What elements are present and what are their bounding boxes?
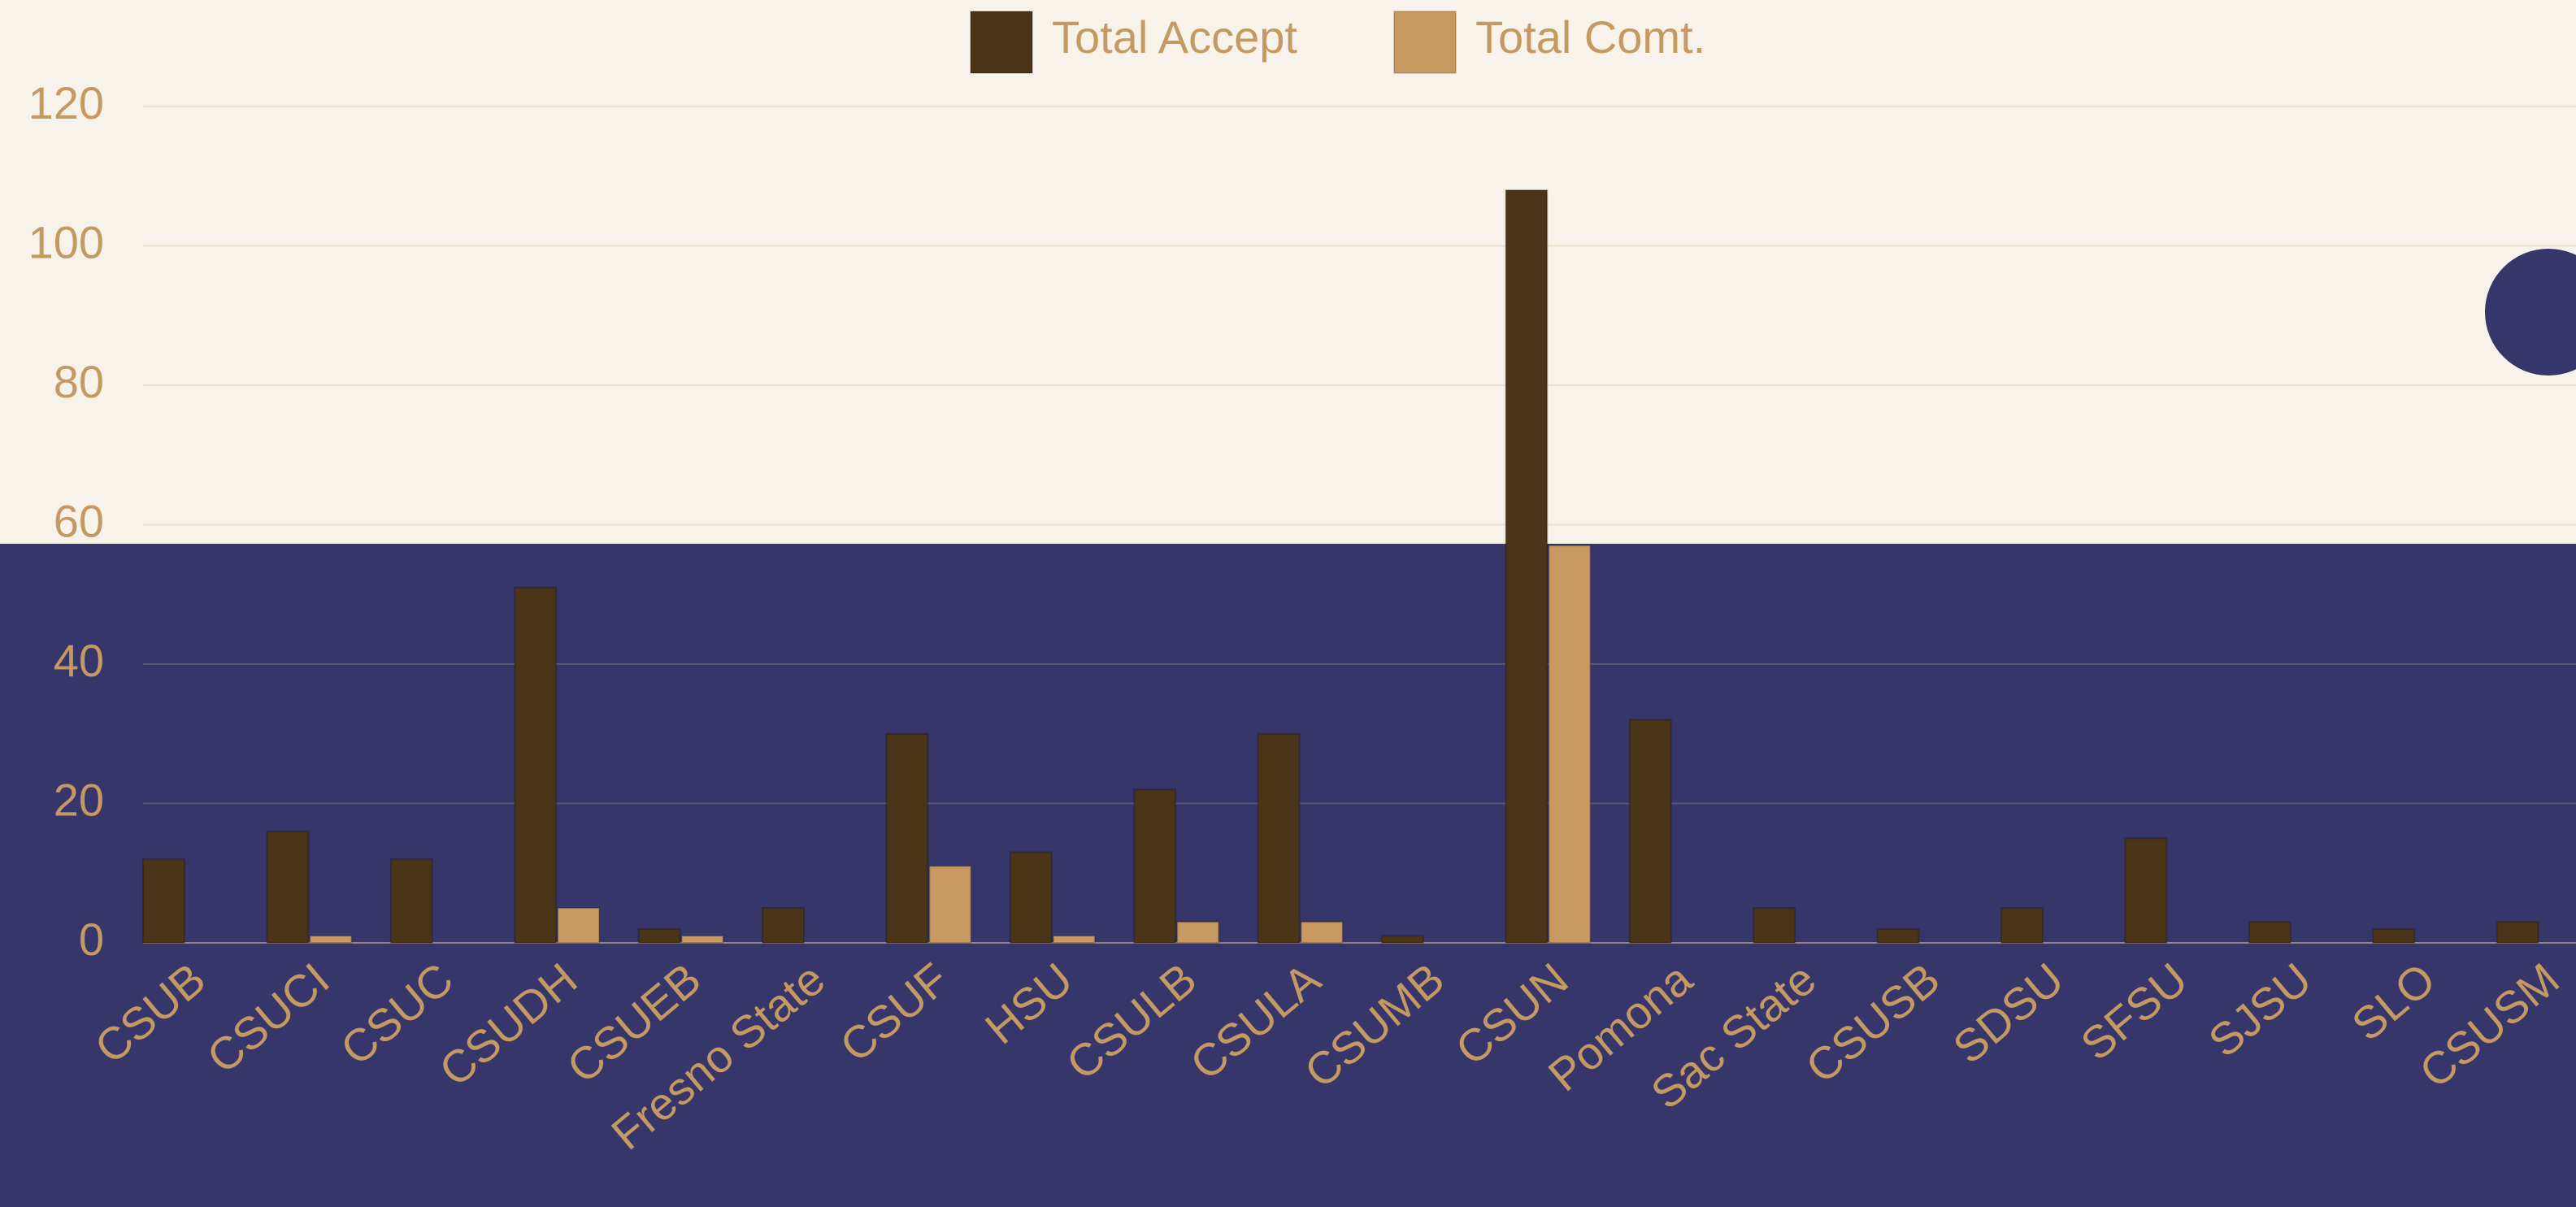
- bar: [1753, 907, 1796, 944]
- bar: [1300, 921, 1344, 944]
- bar: [2496, 921, 2539, 944]
- legend-label: Total Accept: [1052, 11, 1297, 63]
- bar: [2000, 907, 2044, 944]
- bar: [1876, 927, 1920, 944]
- background-top: [0, 0, 2576, 544]
- y-tick-label: 120: [28, 77, 104, 128]
- bar: [1505, 189, 1549, 944]
- bar: [1628, 719, 1672, 944]
- bar: [389, 858, 433, 944]
- bar: [762, 907, 805, 944]
- y-tick-label: 80: [54, 356, 104, 407]
- bar: [1381, 935, 1424, 944]
- marks: [142, 189, 2539, 944]
- bar: [557, 907, 601, 944]
- legend-swatch: [1393, 11, 1457, 74]
- bar: [142, 858, 185, 944]
- legend-label: Total Comt.: [1475, 11, 1705, 63]
- bar: [1176, 921, 1220, 944]
- bar: [637, 927, 681, 944]
- y-tick-label: 20: [54, 774, 104, 825]
- bar: [928, 865, 972, 944]
- y-tick-label: 60: [54, 495, 104, 546]
- bar: [514, 586, 558, 944]
- bar: [2248, 921, 2291, 944]
- decor-circle: [2485, 249, 2576, 376]
- bar: [1133, 788, 1177, 944]
- bar: [1548, 545, 1592, 944]
- bar: [1257, 732, 1301, 944]
- bar: [885, 732, 929, 944]
- legend-swatch: [970, 11, 1033, 74]
- bar: [1009, 851, 1053, 944]
- bar: [309, 935, 353, 944]
- y-tick-label: 0: [79, 914, 104, 965]
- y-tick-label: 40: [54, 635, 104, 686]
- bar: [266, 830, 310, 944]
- y-tick-label: 100: [28, 216, 104, 267]
- bar: [2372, 927, 2416, 944]
- bar: [2124, 837, 2168, 944]
- bar: [1052, 935, 1096, 944]
- bar: [680, 935, 724, 944]
